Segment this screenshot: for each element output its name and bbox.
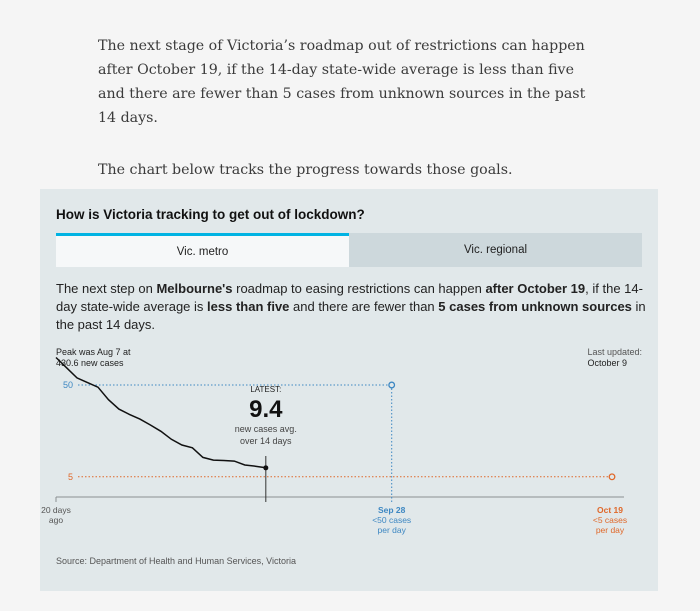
sep28-desc: <50 cases bbox=[372, 515, 411, 525]
tab-vic-metro[interactable]: Vic. metro bbox=[56, 233, 349, 267]
desc-bold: 5 cases from unknown sources bbox=[438, 299, 632, 314]
cases-chart: 50 5 LATEST: 9.4 new cases avg. over 14 … bbox=[41, 356, 627, 535]
tab-vic-regional[interactable]: Vic. regional bbox=[349, 233, 642, 267]
peak-line: Peak was Aug 7 at bbox=[56, 347, 131, 357]
target-5-label: 5 bbox=[68, 472, 73, 482]
source-note: Source: Department of Health and Human S… bbox=[56, 556, 296, 566]
target-5-marker bbox=[608, 473, 616, 481]
widget-description: The next step on Melbourne's roadmap to … bbox=[56, 280, 646, 334]
desc-bold: after October 19 bbox=[485, 281, 586, 296]
x-start-label: ago bbox=[49, 515, 63, 525]
last-updated-date: October 9 bbox=[587, 358, 627, 368]
latest-unit: over 14 days bbox=[240, 436, 292, 446]
desc-bold: Melbourne's bbox=[156, 281, 233, 296]
lockdown-tracker-widget: How is Victoria tracking to get out of l… bbox=[40, 189, 658, 591]
article-body: The next stage of Victoria’s roadmap out… bbox=[98, 34, 603, 182]
peak-note: Peak was Aug 7 at 430.6 new cases bbox=[56, 347, 131, 369]
desc-text: roadmap to easing restrictions can happe… bbox=[232, 281, 486, 296]
region-tabs: Vic. metro Vic. regional bbox=[56, 233, 642, 267]
x-start-label: 20 days bbox=[41, 505, 71, 515]
desc-bold: less than five bbox=[207, 299, 290, 314]
latest-label: LATEST: bbox=[250, 385, 281, 394]
peak-line: 430.6 new cases bbox=[56, 358, 124, 368]
oct19-desc: per day bbox=[596, 525, 625, 535]
target-50-marker bbox=[388, 381, 396, 389]
oct19-date: Oct 19 bbox=[597, 505, 623, 515]
desc-text: and there are fewer than bbox=[289, 299, 439, 314]
desc-text: , if the 14-day state-wide average is bbox=[56, 281, 643, 314]
article-paragraph: The chart below tracks the progress towa… bbox=[98, 162, 513, 178]
last-updated: Last updated: October 9 bbox=[587, 347, 642, 369]
latest-value: 9.4 bbox=[249, 396, 283, 423]
sep28-desc: per day bbox=[378, 525, 407, 535]
latest-unit: new cases avg. bbox=[235, 424, 297, 434]
cases-line bbox=[55, 356, 266, 469]
latest-point bbox=[263, 465, 269, 471]
desc-text: in the past 14 days. bbox=[56, 299, 646, 332]
article-paragraph: The next stage of Victoria’s roadmap out… bbox=[98, 38, 586, 126]
target-50-label: 50 bbox=[63, 380, 73, 390]
widget-title: How is Victoria tracking to get out of l… bbox=[56, 207, 365, 222]
last-updated-label: Last updated: bbox=[587, 347, 642, 357]
sep28-date: Sep 28 bbox=[378, 505, 406, 515]
oct19-desc: <5 cases bbox=[593, 515, 627, 525]
desc-text: The next step on bbox=[56, 281, 157, 296]
